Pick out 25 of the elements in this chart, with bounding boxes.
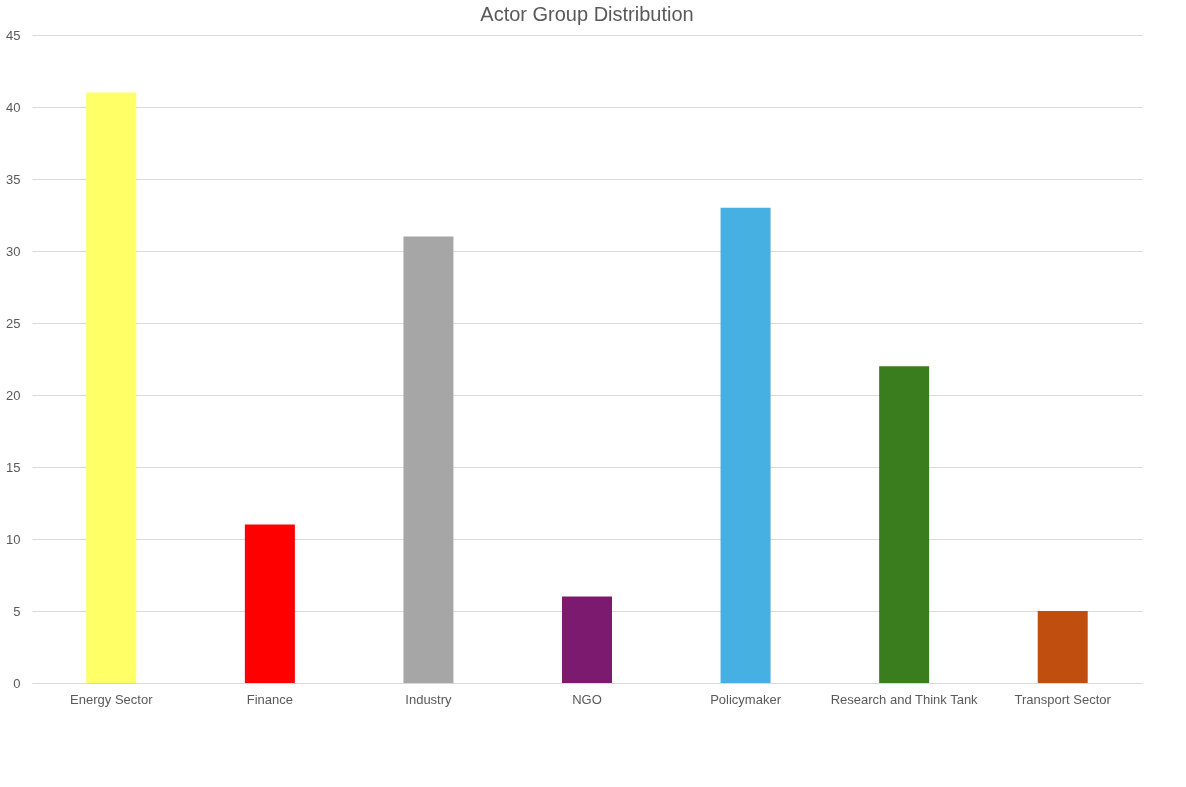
x-tick-label: Industry xyxy=(405,691,453,707)
x-tick-label: Finance xyxy=(246,691,293,707)
bar xyxy=(562,596,612,683)
y-tick-label: 30 xyxy=(6,243,21,259)
y-tick-label: 5 xyxy=(13,603,21,619)
y-tick-label: 40 xyxy=(6,99,21,115)
y-tick-label: 35 xyxy=(6,171,21,187)
bar xyxy=(720,207,771,683)
bar xyxy=(1037,611,1088,683)
y-tick-label: 15 xyxy=(6,459,21,475)
y-tick-label: 25 xyxy=(6,315,21,331)
y-tick-label: 0 xyxy=(13,675,21,691)
y-tick-label: 10 xyxy=(6,531,21,547)
y-tick-label: 20 xyxy=(6,387,21,403)
x-tick-label: Energy Sector xyxy=(70,691,154,707)
chart-title: Actor Group Distribution xyxy=(480,3,694,25)
bar xyxy=(86,92,137,683)
y-tick-label: 45 xyxy=(6,27,21,43)
bar xyxy=(244,524,295,683)
bar xyxy=(879,366,930,683)
bar xyxy=(403,236,454,683)
x-tick-label: NGO xyxy=(572,691,602,707)
x-tick-label: Research and Think Tank xyxy=(830,691,979,707)
x-tick-label: Transport Sector xyxy=(1014,691,1112,707)
x-tick-label: Policymaker xyxy=(710,691,782,707)
